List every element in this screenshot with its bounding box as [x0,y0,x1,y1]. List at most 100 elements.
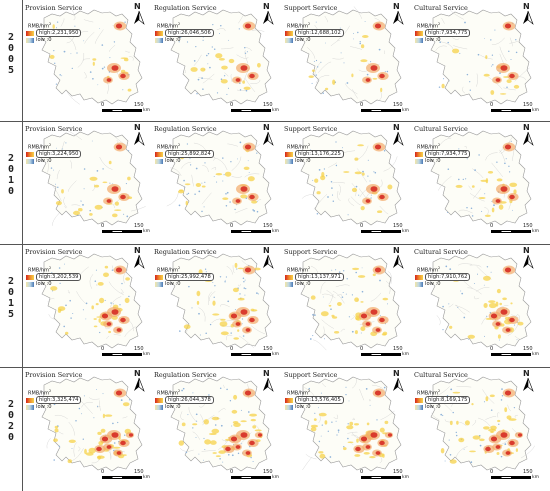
peak-value-cluster [235,445,241,449]
county-boundary [348,198,355,206]
scale-bar: 0 150 km [490,469,539,485]
county-boundary [464,146,467,149]
mid-value-patch [379,427,385,433]
low-value-cell [442,329,444,331]
row-divider [0,244,550,245]
legend-high-swatch [155,275,163,280]
low-value-cell [379,315,381,317]
county-boundary [89,274,94,289]
low-value-cell [450,388,453,391]
legend-low-swatch [415,282,423,287]
legend-unit: RMB/hm2 [417,266,440,274]
mid-value-patch [108,330,111,334]
peak-value-cluster [509,73,515,79]
low-value-cell [112,422,114,425]
legend-low-swatch [285,405,293,410]
county-boundary [52,212,60,226]
mid-value-patch [234,262,238,268]
mid-value-patch [233,394,238,400]
legend-low-label: low :0 [295,37,311,43]
panel-title: Regulation Service [154,248,217,256]
county-boundary [384,50,385,55]
low-value-cell [355,185,358,188]
peak-value-cluster [120,73,126,79]
mid-value-patch [384,420,389,425]
legend-unit-superscript: 2 [177,22,181,26]
low-value-cell [342,291,344,294]
county-boundary [321,319,334,329]
map-panel: Provision Service RMB/hm2 high:2,231,950 lo… [22,0,153,121]
peak-value-cluster [240,309,248,315]
mid-value-patch [328,304,332,307]
peak-value-cluster [375,451,381,455]
county-boundary [73,442,77,457]
map-panel: Cultural Service RMB/hm2 high:7,910,762 low… [411,244,542,365]
county-boundary [170,167,182,177]
low-value-cell [330,180,333,183]
low-value-cell [339,27,341,29]
county-boundary [180,411,184,421]
peak-value-cluster [249,317,255,323]
legend-unit: RMB/hm2 [157,266,180,274]
map-panel: Cultural Service RMB/hm2 high:7,934,775 low… [411,0,542,121]
low-value-cell [320,61,322,63]
peak-value-cluster [370,186,378,192]
map-panel: Regulation Service RMB/hm2 high:25,892,824… [151,121,282,242]
peak-value-cluster [365,322,371,326]
low-value-cell [237,158,238,160]
low-value-cell [496,161,498,163]
low-value-cell [181,389,183,392]
panel-title: Cultural Service [414,125,468,133]
scale-unit: km [402,475,409,480]
scale-max: 150 [134,469,144,475]
county-boundary [378,91,382,101]
low-value-cell [187,192,190,195]
low-value-cell [332,200,335,203]
county-boundary [81,401,93,408]
mid-value-patch [495,301,499,307]
north-arrow-icon: N [132,2,146,25]
peak-value-cluster [106,199,112,203]
legend-unit: RMB/hm2 [157,389,180,397]
county-boundary [328,294,334,305]
scale-max: 150 [134,346,144,352]
scale-zero: 0 [101,223,105,229]
low-value-cell [440,413,443,416]
mid-value-patch [103,272,109,278]
row-divider [0,121,550,122]
legend-low-label: low :0 [165,404,181,410]
legend-high-label: high:7,910,762 [425,273,471,281]
scale-bar-graphic [491,353,531,356]
county-boundary [231,156,242,171]
low-value-cell [58,267,61,269]
low-value-cell [494,29,496,31]
year-digit: 2 [7,32,15,43]
low-value-cell [239,141,242,144]
low-value-cell [490,39,492,41]
county-boundary [83,19,94,23]
mid-value-patch [91,305,94,310]
low-value-cell [237,452,240,455]
low-value-cell [373,171,375,173]
legend-low-swatch [26,282,34,287]
mid-value-patch [308,75,314,78]
low-value-cell [347,423,349,425]
low-value-cell [329,456,332,458]
mid-value-patch [92,61,95,66]
map-panel: Provision Service RMB/hm2 high:3,325,474 lo… [22,367,153,488]
mid-value-patch [54,428,59,433]
county-boundary [226,266,233,275]
legend-low-swatch [415,159,423,164]
low-value-cell [244,294,246,296]
mid-value-patch [89,176,98,181]
legend-high-swatch [155,398,163,403]
scale-bar-graphic [231,109,271,112]
low-value-cell [468,338,469,340]
low-value-cell [315,59,318,62]
low-value-cell [53,169,55,171]
low-value-cell [245,288,247,290]
mid-value-patch [220,331,229,336]
low-value-cell [205,271,207,273]
north-label: N [523,123,530,132]
